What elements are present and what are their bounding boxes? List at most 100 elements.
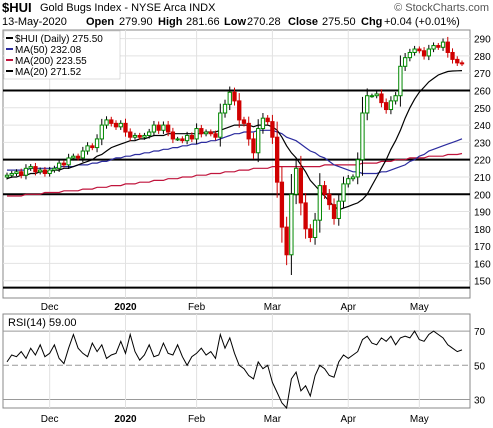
candle-body xyxy=(156,124,161,131)
price-axis: 150 160 170 180 190 200 210 220 230 240 250 260 270 2… xyxy=(474,35,491,288)
candle-body xyxy=(227,91,232,105)
candle-body xyxy=(80,150,85,159)
candle-body xyxy=(241,119,247,124)
candle-body xyxy=(445,41,450,53)
candle-body xyxy=(365,95,370,114)
candle-body xyxy=(298,167,304,204)
legend-entry: MA(50) 232.08 xyxy=(15,45,82,56)
candlesticks xyxy=(4,36,465,276)
candle-body xyxy=(161,124,166,131)
price-tick-label: 160 xyxy=(474,259,491,270)
price-tick-label: 260 xyxy=(474,87,491,98)
candle-body xyxy=(421,50,427,57)
candle-body xyxy=(19,171,24,176)
candle-body xyxy=(402,57,408,67)
price-tick-label: 270 xyxy=(474,69,491,80)
candle-body xyxy=(208,131,213,135)
candle-body xyxy=(374,93,379,97)
candle-body xyxy=(350,176,356,180)
candle-body xyxy=(317,185,322,221)
low-label: Low xyxy=(224,16,246,28)
price-x-axis: Dec 2020 Feb Mar Apr May xyxy=(41,302,429,313)
x-axis-label: Apr xyxy=(340,302,356,313)
price-tick-label: 170 xyxy=(474,242,491,253)
rsi-axis: 30 50 70 xyxy=(474,327,486,406)
candle-body xyxy=(56,162,62,169)
x-axis-label: Feb xyxy=(188,414,206,425)
candle-body xyxy=(151,124,157,133)
price-tick-label: 150 xyxy=(474,277,491,288)
candle-body xyxy=(308,228,313,238)
candle-body xyxy=(33,166,38,173)
candle-body xyxy=(142,134,147,138)
candle-body xyxy=(293,167,299,195)
candle-body xyxy=(165,124,171,133)
high-value: 281.66 xyxy=(186,16,220,28)
price-tick-label: 180 xyxy=(474,225,491,236)
legend-background xyxy=(3,30,121,80)
candle-body xyxy=(99,124,104,140)
symbol-title: $HUI xyxy=(2,0,32,15)
index-name: Gold Bugs Index - NYSE Arca INDX xyxy=(40,2,216,14)
candle-body xyxy=(398,65,403,97)
candle-body xyxy=(180,138,185,142)
chg-value: +0.04 (+0.01%) xyxy=(384,16,460,28)
open-label: Open xyxy=(86,16,115,28)
candle-body xyxy=(312,219,318,238)
candle-body xyxy=(322,185,327,195)
rsi-grid xyxy=(3,314,470,408)
candle-body xyxy=(412,48,417,53)
candle-body xyxy=(369,95,375,98)
legend-entry: MA(20) 271.52 xyxy=(15,67,82,78)
candle-body xyxy=(52,167,57,171)
candle-body xyxy=(279,181,285,228)
candle-body xyxy=(90,145,95,149)
candle-body xyxy=(355,159,360,178)
quote-date: 13-May-2020 xyxy=(2,16,67,28)
ma200-line xyxy=(7,152,463,197)
x-axis-label: Feb xyxy=(188,302,206,313)
candle-body xyxy=(407,51,413,59)
rsi-line-group xyxy=(6,330,463,410)
candle-body xyxy=(184,134,190,142)
close-label: Close xyxy=(288,16,318,28)
x-axis-label: Mar xyxy=(264,302,282,313)
candle-body xyxy=(336,200,341,219)
candle-body xyxy=(346,178,351,185)
price-tick-label: 210 xyxy=(474,173,491,184)
candle-body xyxy=(393,95,398,102)
price-tick-label: 240 xyxy=(474,121,491,132)
rsi-x-axis: Dec 2020 Feb Mar Apr May xyxy=(41,414,429,425)
legend-entry: $HUI (Daily) 275.50 xyxy=(15,34,103,45)
x-axis-label: May xyxy=(410,414,429,425)
rsi-tick-label: 30 xyxy=(474,395,486,406)
price-tick-label: 280 xyxy=(474,52,491,63)
ma50-line xyxy=(7,129,463,175)
price-tick-label: 290 xyxy=(474,35,491,46)
x-axis-label: Mar xyxy=(264,414,282,425)
high-label: High xyxy=(158,16,183,28)
candle-body xyxy=(47,169,52,175)
candle-body xyxy=(147,131,152,136)
candle-body xyxy=(237,100,242,121)
stockcharts-watermark: © StockCharts.com xyxy=(394,2,489,14)
candle-body xyxy=(265,117,270,123)
candle-body xyxy=(104,119,109,126)
candle-body xyxy=(75,155,81,159)
candle-body xyxy=(132,134,138,138)
candle-body xyxy=(66,157,71,166)
candle-body xyxy=(341,183,346,202)
candle-body xyxy=(118,122,123,128)
candle-body xyxy=(426,48,431,57)
chg-label: Chg xyxy=(361,16,383,28)
candle-body xyxy=(222,103,228,114)
candle-body xyxy=(199,128,204,135)
rsi-line xyxy=(6,330,463,410)
candle-body xyxy=(170,131,176,140)
x-axis-label: Dec xyxy=(41,414,59,425)
candle-body xyxy=(213,133,218,138)
low-value: 270.28 xyxy=(247,16,281,28)
candle-body xyxy=(14,171,19,175)
candle-body xyxy=(331,204,337,219)
